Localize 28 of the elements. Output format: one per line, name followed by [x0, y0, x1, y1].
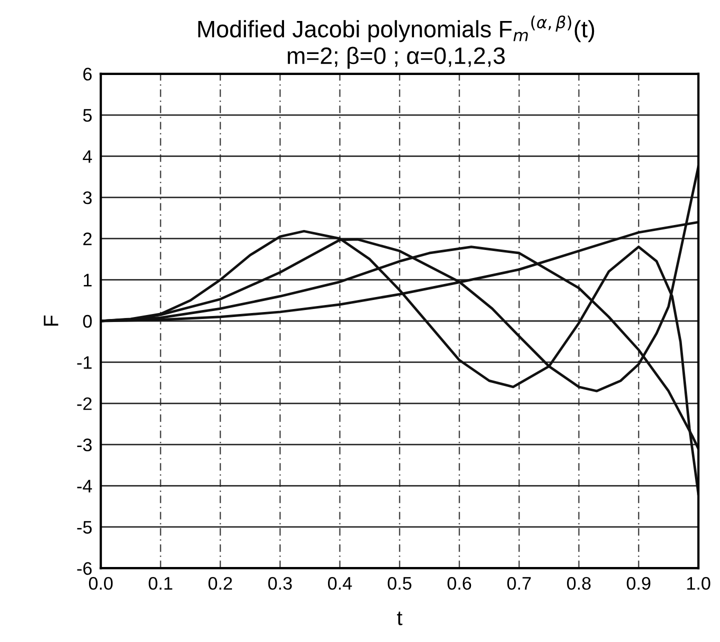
y-tick-label: -6 [77, 562, 92, 575]
x-tick-label: 0.4 [328, 576, 352, 590]
chart-subtitle: m=2; β=0 ; α=0,1,2,3 [288, 46, 505, 69]
y-tick-label: 2 [83, 232, 92, 246]
x-tick-label: 0.7 [507, 576, 531, 590]
x-tick-label: 0.0 [88, 576, 113, 590]
x-tick-label: 0.9 [626, 576, 650, 590]
x-tick-label: 0.5 [388, 576, 412, 590]
x-axis-title: t [397, 612, 402, 626]
y-tick-label: -1 [77, 356, 92, 369]
chart-title: Modified Jacobi polynomials F$_{m}$$^{(α,β)}$(t) [198, 16, 594, 42]
y-tick-label: 4 [82, 150, 92, 163]
y-tick-label: 1 [84, 274, 92, 286]
y-tick-label: 3 [83, 191, 92, 204]
x-tick-label: 1.0 [687, 576, 710, 590]
x-tick-label: 0.3 [268, 576, 292, 590]
y-tick-label: -4 [77, 480, 92, 492]
y-tick-label: 5 [83, 109, 92, 122]
y-axis-title: F [44, 315, 58, 326]
x-tick-label: 0.2 [208, 576, 232, 590]
x-tick-label: 0.8 [567, 576, 591, 590]
y-tick-label: -3 [77, 438, 92, 452]
x-tick-label: 0.6 [448, 576, 472, 590]
y-tick-label: -2 [77, 397, 92, 410]
y-tick-label: 0 [83, 314, 92, 328]
x-tick-label: 0.1 [148, 576, 172, 590]
y-tick-label: -5 [77, 521, 92, 534]
y-tick-label: 6 [83, 68, 92, 81]
